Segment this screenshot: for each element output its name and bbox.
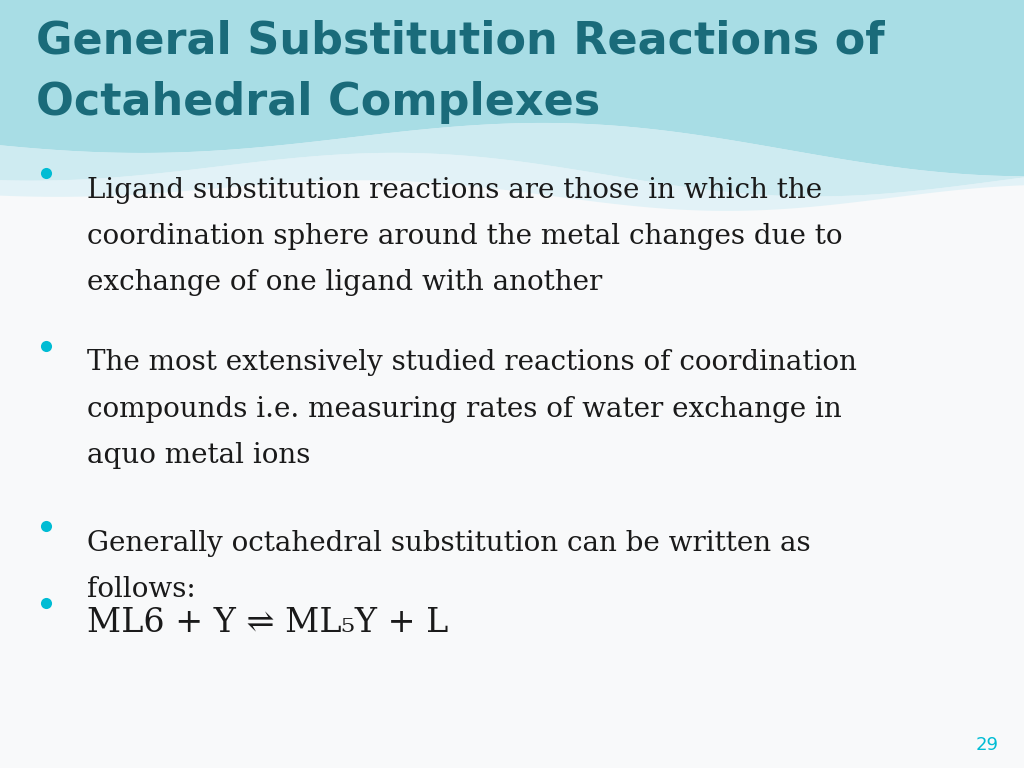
Text: coordination sphere around the metal changes due to: coordination sphere around the metal cha…: [87, 223, 843, 250]
Text: General Substitution Reactions of: General Substitution Reactions of: [36, 19, 885, 62]
Text: compounds i.e. measuring rates of water exchange in: compounds i.e. measuring rates of water …: [87, 396, 842, 422]
Polygon shape: [0, 123, 1024, 197]
Polygon shape: [0, 0, 1024, 177]
Text: Octahedral Complexes: Octahedral Complexes: [36, 81, 600, 124]
Text: follows:: follows:: [87, 576, 196, 603]
Text: Generally octahedral substitution can be written as: Generally octahedral substitution can be…: [87, 530, 811, 557]
Text: exchange of one ligand with another: exchange of one ligand with another: [87, 269, 602, 296]
Text: aquo metal ions: aquo metal ions: [87, 442, 310, 468]
Text: 29: 29: [976, 737, 998, 754]
Polygon shape: [0, 153, 1024, 211]
Text: Ligand substitution reactions are those in which the: Ligand substitution reactions are those …: [87, 177, 822, 204]
Text: The most extensively studied reactions of coordination: The most extensively studied reactions o…: [87, 349, 857, 376]
Text: ML6 + Y ⇌ ML₅Y + L: ML6 + Y ⇌ ML₅Y + L: [87, 607, 449, 639]
